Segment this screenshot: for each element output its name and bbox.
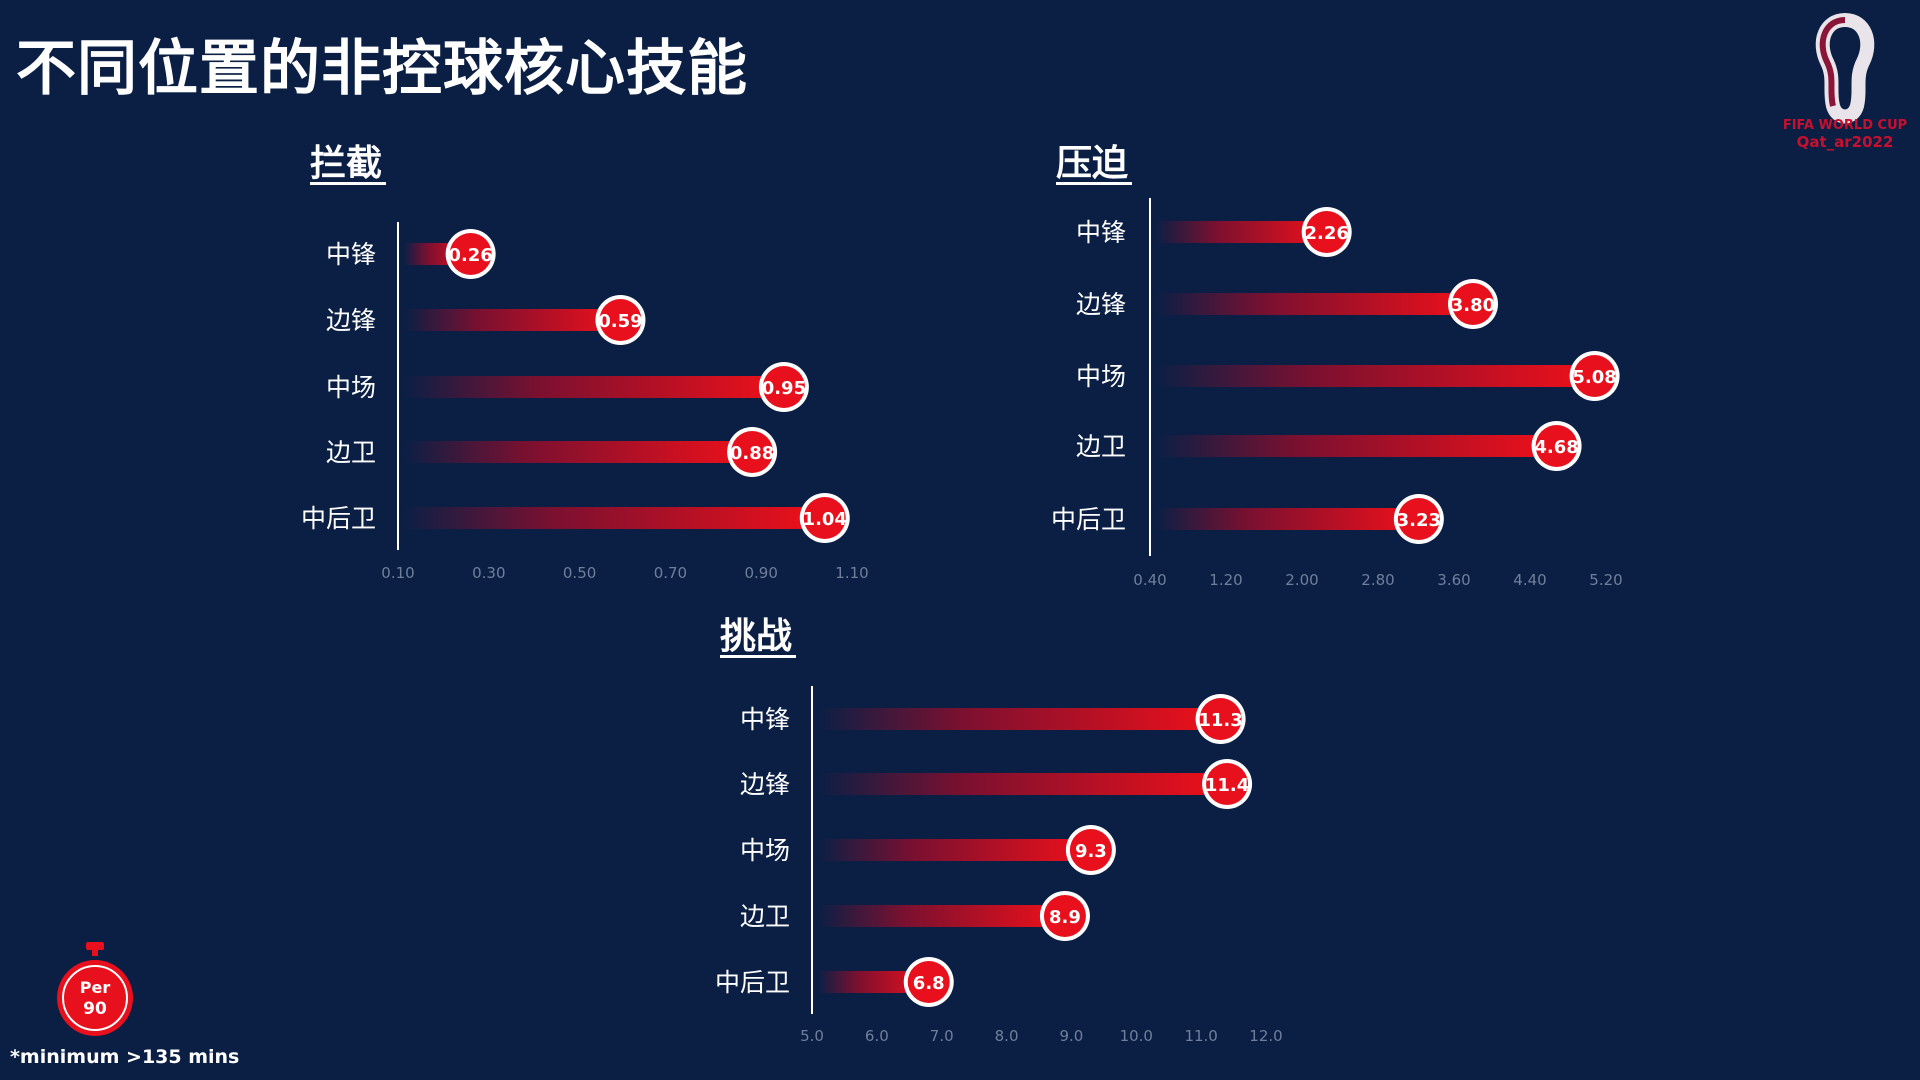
- x-tick-label: 7.0: [930, 1027, 954, 1045]
- value-marker: [1305, 211, 1348, 253]
- bar: [404, 309, 621, 331]
- category-label: 边卫: [740, 902, 790, 931]
- chart-title: 挑战: [720, 616, 792, 657]
- category-label: 边卫: [1076, 432, 1126, 461]
- x-tick-label: 3.60: [1437, 571, 1470, 589]
- bar: [818, 971, 929, 993]
- category-label: 边锋: [326, 306, 376, 335]
- value-marker: [803, 497, 846, 539]
- x-tick-label: 2.00: [1285, 571, 1318, 589]
- bar: [818, 839, 1091, 861]
- category-label: 边锋: [1076, 290, 1126, 319]
- bar: [404, 441, 753, 463]
- bar: [818, 905, 1065, 927]
- x-tick-label: 1.20: [1209, 571, 1242, 589]
- value-marker: [1535, 425, 1578, 467]
- value-label: 4.68: [1534, 437, 1578, 458]
- value-label: 3.23: [1397, 510, 1441, 531]
- x-tick-label: 10.0: [1120, 1027, 1153, 1045]
- badge-line2: 90: [83, 999, 107, 1019]
- value-marker: [762, 366, 805, 408]
- value-marker: [1397, 498, 1440, 540]
- x-tick-label: 0.50: [563, 564, 596, 582]
- category-label: 中后卫: [301, 504, 376, 533]
- x-tick-label: 6.0: [865, 1027, 889, 1045]
- value-marker: [599, 299, 642, 341]
- category-label: 中场: [326, 373, 376, 402]
- bar: [1156, 435, 1557, 457]
- x-tick-label: 5.0: [800, 1027, 824, 1045]
- category-label: 中后卫: [715, 968, 790, 997]
- value-marker: [1452, 283, 1494, 325]
- logo-line1: FIFA WORLD CUP: [1782, 118, 1908, 133]
- value-marker: [907, 961, 950, 1003]
- x-tick-label: 0.90: [744, 564, 777, 582]
- bar: [818, 708, 1221, 730]
- stopwatch-icon: Per 90: [57, 942, 133, 1036]
- category-label: 中后卫: [1051, 505, 1126, 534]
- x-tick-label: 12.0: [1249, 1027, 1282, 1045]
- x-tick-label: 0.70: [654, 564, 687, 582]
- chart-title: 拦截: [310, 143, 382, 184]
- x-tick-label: 11.0: [1184, 1027, 1217, 1045]
- chart-title-underline: [720, 655, 796, 658]
- category-label: 中场: [1076, 362, 1126, 391]
- bar: [404, 376, 784, 398]
- category-label: 边锋: [740, 770, 790, 799]
- category-label: 中锋: [1076, 218, 1126, 247]
- bar: [818, 773, 1228, 795]
- value-label: 9.3: [1075, 841, 1107, 862]
- category-label: 边卫: [326, 438, 376, 467]
- world-cup-logo: [1815, 12, 1875, 124]
- chart-title-underline: [1056, 182, 1132, 185]
- page-title: 不同位置的非控球核心技能: [16, 34, 748, 104]
- value-label: 1.04: [803, 509, 847, 530]
- value-marker: [1206, 763, 1249, 805]
- bar: [1156, 221, 1327, 243]
- bar: [1156, 508, 1419, 530]
- chart-title: 压迫: [1056, 143, 1128, 184]
- value-label: 11.4: [1205, 775, 1249, 796]
- value-label: 8.9: [1049, 907, 1081, 928]
- category-label: 中锋: [740, 705, 790, 734]
- x-tick-label: 8.0: [995, 1027, 1019, 1045]
- value-marker: [1573, 355, 1616, 397]
- category-label: 中锋: [326, 240, 376, 269]
- value-marker: [1043, 895, 1086, 937]
- value-label: 0.88: [730, 443, 774, 464]
- value-marker: [1069, 829, 1112, 871]
- value-label: 0.95: [762, 378, 806, 399]
- value-label: 0.59: [598, 311, 642, 332]
- bar: [1156, 293, 1473, 315]
- x-tick-label: 0.30: [472, 564, 505, 582]
- category-label: 中场: [740, 836, 790, 865]
- value-label: 0.26: [448, 245, 492, 266]
- x-tick-label: 5.20: [1589, 571, 1622, 589]
- value-marker: [449, 233, 492, 275]
- value-label: 3.80: [1451, 295, 1495, 316]
- value-marker: [731, 431, 774, 473]
- value-label: 11.3: [1198, 710, 1242, 731]
- footnote: *minimum >135 mins: [10, 1046, 240, 1068]
- chart-title-underline: [310, 182, 386, 185]
- x-tick-label: 0.10: [381, 564, 414, 582]
- bar: [1156, 365, 1595, 387]
- x-tick-label: 2.80: [1361, 571, 1394, 589]
- x-tick-label: 9.0: [1059, 1027, 1083, 1045]
- value-label: 2.26: [1304, 223, 1348, 244]
- x-tick-label: 4.40: [1513, 571, 1546, 589]
- x-tick-label: 0.40: [1133, 571, 1166, 589]
- badge-line1: Per: [80, 978, 111, 997]
- value-label: 5.08: [1572, 367, 1616, 388]
- bar: [404, 507, 825, 529]
- value-marker: [1199, 698, 1242, 740]
- x-tick-label: 1.10: [835, 564, 868, 582]
- value-label: 6.8: [913, 973, 945, 994]
- logo-line2: Qat_ar2022: [1796, 133, 1894, 151]
